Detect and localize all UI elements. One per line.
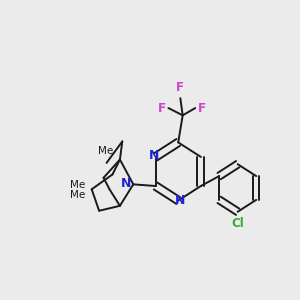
Text: Me: Me — [70, 180, 85, 190]
Text: Me: Me — [70, 190, 85, 200]
Text: F: F — [158, 102, 166, 115]
Text: F: F — [198, 102, 206, 115]
Text: F: F — [176, 81, 184, 94]
Text: N: N — [175, 194, 185, 207]
Text: N: N — [149, 149, 160, 162]
Text: N: N — [121, 176, 131, 190]
Text: Cl: Cl — [231, 217, 244, 230]
Text: Me: Me — [98, 146, 113, 156]
